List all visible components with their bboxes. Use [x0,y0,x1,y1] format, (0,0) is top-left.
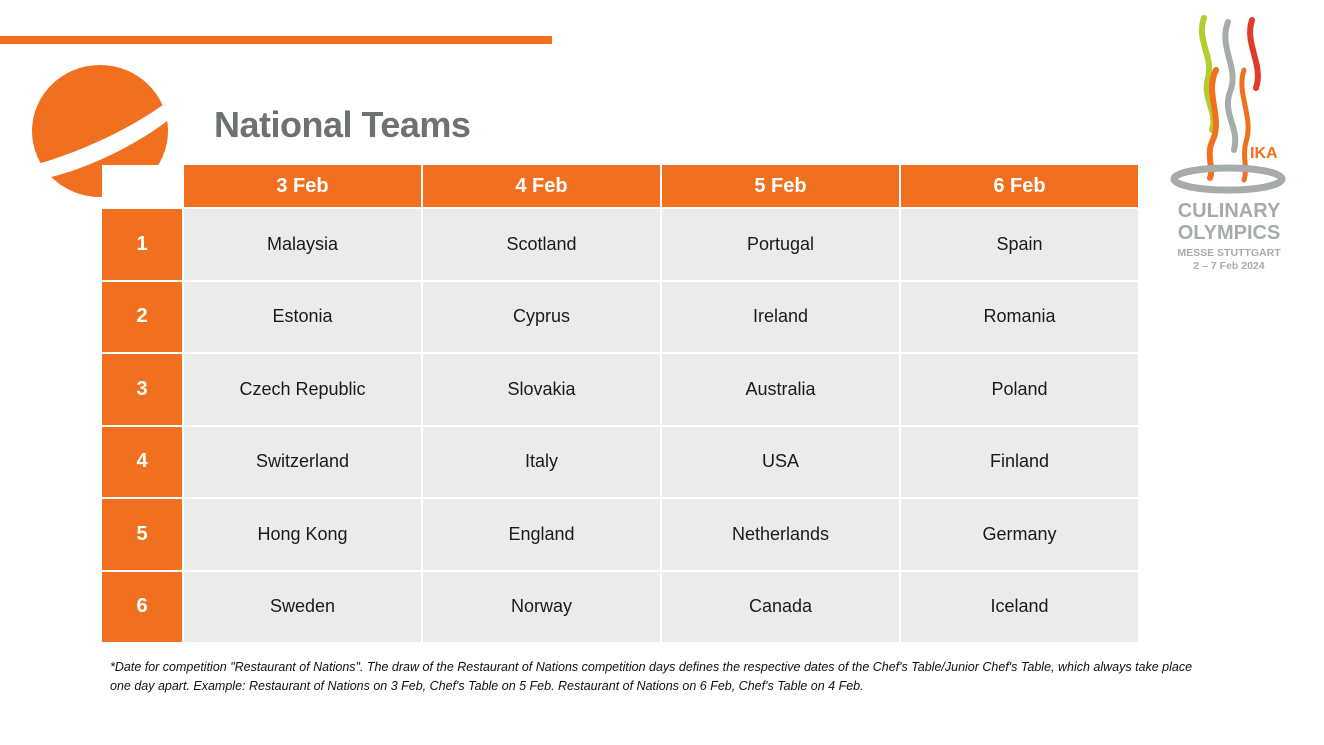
logo-line-dates: 2 – 7 Feb 2024 [1193,260,1265,272]
team-cell: Iceland [901,571,1138,642]
team-cell: Australia [662,354,899,425]
page-title: National Teams [214,104,471,145]
table-row: 2 Estonia Cyprus Ireland Romania [102,281,1138,352]
team-cell: Malaysia [184,209,421,280]
table-header-row: 3 Feb 4 Feb 5 Feb 6 Feb [102,165,1138,207]
team-cell: Czech Republic [184,354,421,425]
culinary-olympics-logo-icon [1170,15,1286,194]
footnote: *Date for competition "Restaurant of Nat… [110,660,1193,693]
team-cell: Estonia [184,281,421,352]
rank-cell: 4 [102,426,182,497]
team-cell: Spain [901,209,1138,280]
logo-line-olympics: OLYMPICS [1177,222,1281,244]
rank-cell: 6 [102,571,182,642]
table-row: 6 Sweden Norway Canada Iceland [102,571,1138,642]
orange-ball-icon [30,65,176,197]
table-row: 3 Czech Republic Slovakia Australia Pola… [102,354,1138,425]
team-cell: USA [662,426,899,497]
table-row: 1 Malaysia Scotland Portugal Spain [102,209,1138,280]
team-cell: Sweden [184,571,421,642]
rank-cell: 5 [102,499,182,570]
date-header: 6 Feb [901,165,1138,207]
team-cell: Ireland [662,281,899,352]
logo-line-culinary: CULINARY [1177,200,1281,222]
team-cell: Scotland [423,209,660,280]
team-cell: Cyprus [423,281,660,352]
rank-cell: 2 [102,281,182,352]
team-cell: England [423,499,660,570]
header-corner [102,165,182,207]
rank-cell: 3 [102,354,182,425]
team-cell: Poland [901,354,1138,425]
team-cell: Hong Kong [184,499,421,570]
team-cell: Netherlands [662,499,899,570]
date-header: 5 Feb [662,165,899,207]
team-cell: Portugal [662,209,899,280]
team-cell: Germany [901,499,1138,570]
date-header: 4 Feb [423,165,660,207]
date-header: 3 Feb [184,165,421,207]
team-cell: Romania [901,281,1138,352]
table-row: 4 Switzerland Italy USA Finland [102,426,1138,497]
top-accent-bar [0,36,552,44]
team-cell: Slovakia [423,354,660,425]
rank-cell: 1 [102,209,182,280]
team-cell: Norway [423,571,660,642]
team-cell: Italy [423,426,660,497]
logo-line-venue: MESSE STUTTGART [1177,247,1281,259]
table-row: 5 Hong Kong England Netherlands Germany [102,499,1138,570]
logo-ika-label: IKA [1250,145,1278,162]
team-cell: Switzerland [184,426,421,497]
team-cell: Canada [662,571,899,642]
national-teams-table: 3 Feb 4 Feb 5 Feb 6 Feb 1 Malaysia Scotl… [100,163,1140,644]
team-cell: Finland [901,426,1138,497]
